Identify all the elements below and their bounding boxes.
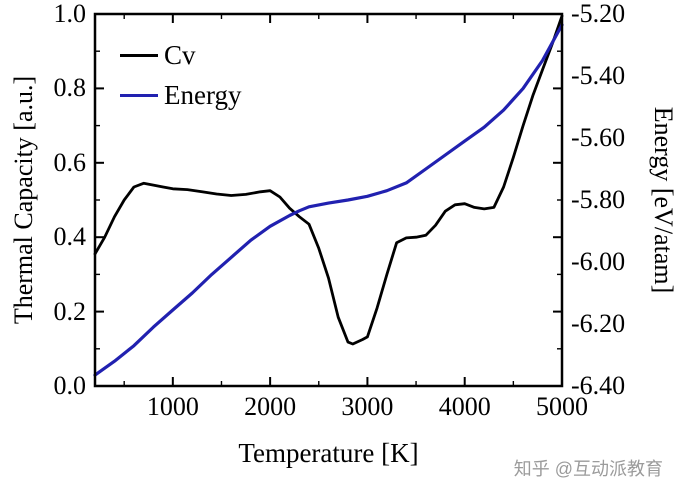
left-y-tick-label: 0.4	[53, 222, 87, 252]
x-tick-label: 1000	[146, 392, 199, 421]
right-axis-title: Energy [eV/atam]	[649, 106, 678, 294]
legend-label-cv: Cv	[164, 39, 196, 70]
left-y-tick-label: 0.8	[53, 73, 87, 103]
right-y-tick-label: -6.40	[571, 371, 626, 400]
cv-line-sample	[120, 53, 158, 57]
right-y-tick-label: -5.40	[571, 61, 626, 90]
left-y-tick-label: 1.0	[53, 0, 87, 28]
right-y-tick-label: -6.00	[571, 247, 626, 276]
plot-frame	[93, 12, 564, 388]
cv-curve	[93, 14, 564, 346]
right-y-tick-label: -5.80	[571, 185, 626, 214]
left-axis-title: Thermal Capacity [a.u.]	[9, 75, 38, 325]
left-y-tick-label: 0.0	[53, 371, 87, 400]
legend-item-energy: Energy	[120, 78, 241, 112]
x-tick-label: 3000	[341, 392, 394, 421]
legend-item-cv: Cv	[120, 38, 241, 72]
right-y-tick-label: -5.20	[571, 0, 626, 28]
x-tick-label: 2000	[244, 392, 297, 421]
x-axis-title: Temperature [K]	[238, 438, 419, 468]
right-y-tick-label: -6.20	[571, 309, 626, 338]
left-y-tick-label: 0.6	[53, 147, 87, 177]
left-y-tick-label: 0.2	[53, 296, 87, 326]
legend-label-energy: Energy	[164, 79, 242, 110]
legend: Cv Energy	[120, 38, 241, 118]
x-tick-label: 5000	[536, 392, 588, 421]
energy-line-sample	[120, 93, 158, 97]
x-tick-label: 4000	[438, 392, 491, 421]
energy-curve	[93, 23, 564, 377]
right-y-tick-label: -5.60	[571, 123, 626, 152]
watermark: 知乎 @互动派教育	[513, 459, 663, 479]
